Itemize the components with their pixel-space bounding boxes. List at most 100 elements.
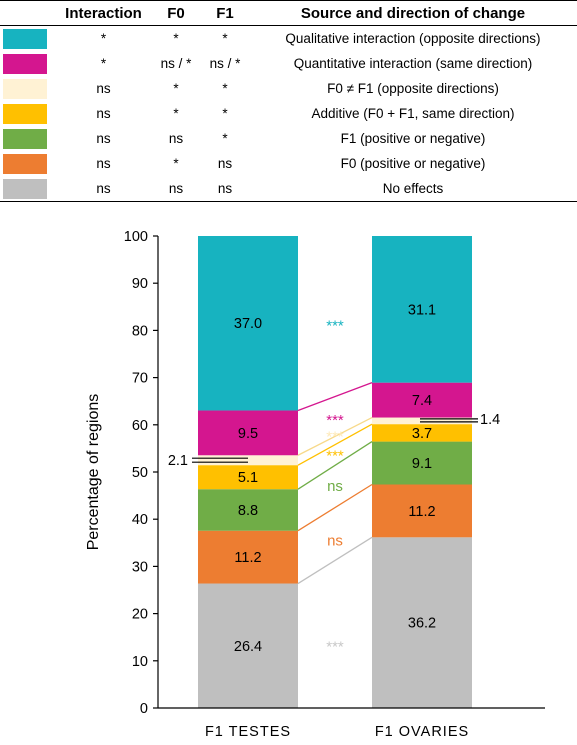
y-tick-label: 100 [124, 229, 148, 245]
legend-source: Qualitative interaction (opposite direct… [285, 31, 541, 46]
y-tick-label: 80 [132, 323, 148, 339]
significance-marker: *** [326, 412, 344, 429]
stacked-bar-chart: Percentage of regions 26.4 36.2 11.2 11.2 8.… [85, 229, 545, 740]
legend-f1: ns [217, 156, 233, 171]
legend-color-swatch [3, 103, 47, 124]
data-label: 3.7 [412, 426, 432, 442]
legend-swatch-cell [0, 151, 56, 176]
data-label: 11.2 [234, 550, 261, 566]
legend-header-color [0, 0, 56, 26]
legend-color-swatch [3, 128, 47, 149]
legend-table: Interaction F0 F1 Source and direction o… [0, 0, 577, 206]
legend-f1: * [222, 81, 228, 96]
legend-interaction: * [100, 56, 107, 71]
legend-source: No effects [249, 176, 577, 202]
legend-row: ns * ns F0 (positive or negative) [0, 151, 577, 176]
y-tick-label: 60 [132, 418, 148, 434]
legend-swatch-cell [0, 26, 56, 52]
data-label: 1.4 [480, 412, 500, 428]
data-label: 11.2 [408, 504, 435, 520]
legend-f0: * [173, 156, 179, 171]
bar-segment [372, 537, 472, 708]
significance-marker: *** [326, 447, 344, 464]
connector-line [297, 423, 373, 466]
legend-f1: * [222, 106, 228, 121]
connector-line [297, 441, 373, 490]
legend-f1: * [222, 31, 228, 46]
x-tick-label: F1 TESTES [205, 724, 291, 740]
legend-source: F1 (positive or negative) [340, 131, 486, 146]
y-tick-label: 10 [132, 654, 148, 670]
legend-header-interaction: Interaction [56, 0, 151, 26]
legend-f0: ns / * [160, 56, 192, 71]
data-label: 31.1 [408, 302, 436, 318]
bar-segment [372, 417, 472, 425]
connector-line [297, 536, 373, 585]
legend-row: ns ns ns No effects [0, 176, 577, 202]
data-label: 37.0 [234, 316, 262, 332]
legend-source: F0 (positive or negative) [340, 156, 486, 171]
legend-f0: ns [151, 176, 201, 202]
legend-interaction: ns [96, 156, 111, 171]
y-tick-label: 20 [132, 607, 148, 623]
bar-segment [372, 382, 472, 418]
x-tick-label: F1 OVARIES [375, 724, 469, 740]
legend-swatch-cell [0, 101, 56, 126]
legend-color-swatch [3, 28, 47, 49]
legend-f1: ns [201, 176, 249, 202]
bar-segment [198, 465, 298, 490]
y-tick-label: 90 [132, 276, 148, 292]
bar-segment [198, 583, 298, 708]
data-label: 36.2 [408, 616, 436, 632]
legend-f0: * [173, 31, 179, 46]
bar-segment [372, 236, 472, 383]
legend-swatch-cell [0, 51, 56, 76]
y-axis-label: Percentage of regions [85, 394, 102, 551]
bar-segment [198, 489, 298, 531]
bar-segment [198, 236, 298, 411]
legend-row: * * * Qualitative interaction (opposite dir… [0, 26, 577, 52]
bar-segment [372, 441, 472, 485]
y-tick-label: 30 [132, 559, 148, 575]
legend-row: ns * * Additive (F0 + F1, same direction) [0, 101, 577, 126]
legend-row: ns * * F0 ≠ F1 (opposite directions) [0, 76, 577, 101]
bar-segment [198, 410, 298, 456]
y-tick-label: 0 [140, 701, 148, 717]
legend-f0: ns [168, 131, 184, 146]
significance-marker: *** [326, 318, 344, 335]
y-tick-label: 40 [132, 512, 148, 528]
significance-marker: *** [326, 639, 344, 656]
connector-line [297, 483, 373, 532]
legend-interaction: ns [96, 131, 111, 146]
significance-marker: ns [327, 532, 343, 549]
legend-f0: * [173, 106, 179, 121]
legend-source: Quantitative interaction (same direction… [293, 56, 533, 71]
legend-source: F0 ≠ F1 (opposite directions) [327, 81, 499, 96]
legend-source: Additive (F0 + F1, same direction) [311, 106, 515, 121]
connector-line [297, 416, 373, 456]
legend-color-swatch [3, 78, 47, 99]
data-label: 2.1 [168, 453, 188, 469]
significance-marker: *** [326, 429, 344, 446]
bar-segment [372, 484, 472, 538]
legend-header-f1: F1 [201, 0, 249, 26]
data-label: 9.5 [238, 426, 258, 442]
y-tick-label: 50 [132, 465, 148, 481]
plot-area: 26.4 36.2 11.2 11.2 8.8 9.1 5.1 3.7 9.5 7.4 37.0 31… [124, 229, 545, 740]
data-label: 9.1 [412, 456, 432, 472]
data-label: 26.4 [234, 639, 262, 655]
legend-swatch-cell [0, 76, 56, 101]
legend-header-source: Source and direction of change [249, 0, 577, 26]
legend-f0: * [173, 81, 179, 96]
legend-interaction: ns [96, 106, 111, 121]
legend-swatch-cell [0, 176, 56, 202]
legend-color-swatch [3, 153, 47, 174]
legend-color-swatch [3, 178, 47, 199]
legend-interaction: ns [96, 81, 111, 96]
legend-f1: * [222, 131, 228, 146]
legend-header-f0: F0 [151, 0, 201, 26]
legend-swatch-cell [0, 126, 56, 151]
data-label: 5.1 [238, 470, 258, 486]
significance-marker: ns [327, 478, 343, 495]
legend-f1: ns / * [209, 56, 241, 71]
